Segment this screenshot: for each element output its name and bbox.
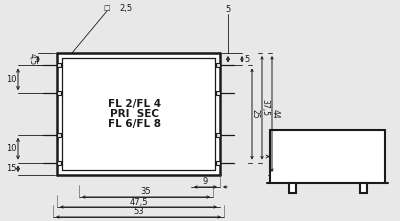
Text: 53: 53 xyxy=(133,208,144,217)
Bar xyxy=(216,133,220,137)
Bar xyxy=(216,91,220,95)
Text: 25: 25 xyxy=(250,109,260,119)
Text: 15: 15 xyxy=(6,164,16,173)
Text: PRI  SEC: PRI SEC xyxy=(110,109,159,119)
Bar xyxy=(57,91,61,95)
Bar xyxy=(57,63,61,67)
Bar xyxy=(57,133,61,137)
Text: 5: 5 xyxy=(244,55,249,64)
Bar xyxy=(270,130,385,183)
Text: 5: 5 xyxy=(225,6,231,15)
Text: FL 2/FL 4: FL 2/FL 4 xyxy=(108,99,161,109)
Text: 47,5: 47,5 xyxy=(129,198,148,206)
Text: FL 6/FL 8: FL 6/FL 8 xyxy=(108,119,161,129)
Text: 10: 10 xyxy=(6,144,16,153)
Bar xyxy=(57,160,61,164)
Bar xyxy=(360,183,366,193)
Text: □: □ xyxy=(104,5,110,11)
Bar xyxy=(216,63,220,67)
Bar xyxy=(57,53,220,175)
Text: 44: 44 xyxy=(270,109,280,119)
Text: 35: 35 xyxy=(141,187,151,196)
Text: 37,5: 37,5 xyxy=(260,99,270,116)
Text: 10: 10 xyxy=(6,75,16,84)
Text: 9: 9 xyxy=(203,177,208,187)
Bar xyxy=(288,183,296,193)
Text: 2,5: 2,5 xyxy=(119,4,132,13)
Text: 4,5: 4,5 xyxy=(28,53,36,65)
Bar xyxy=(216,160,220,164)
